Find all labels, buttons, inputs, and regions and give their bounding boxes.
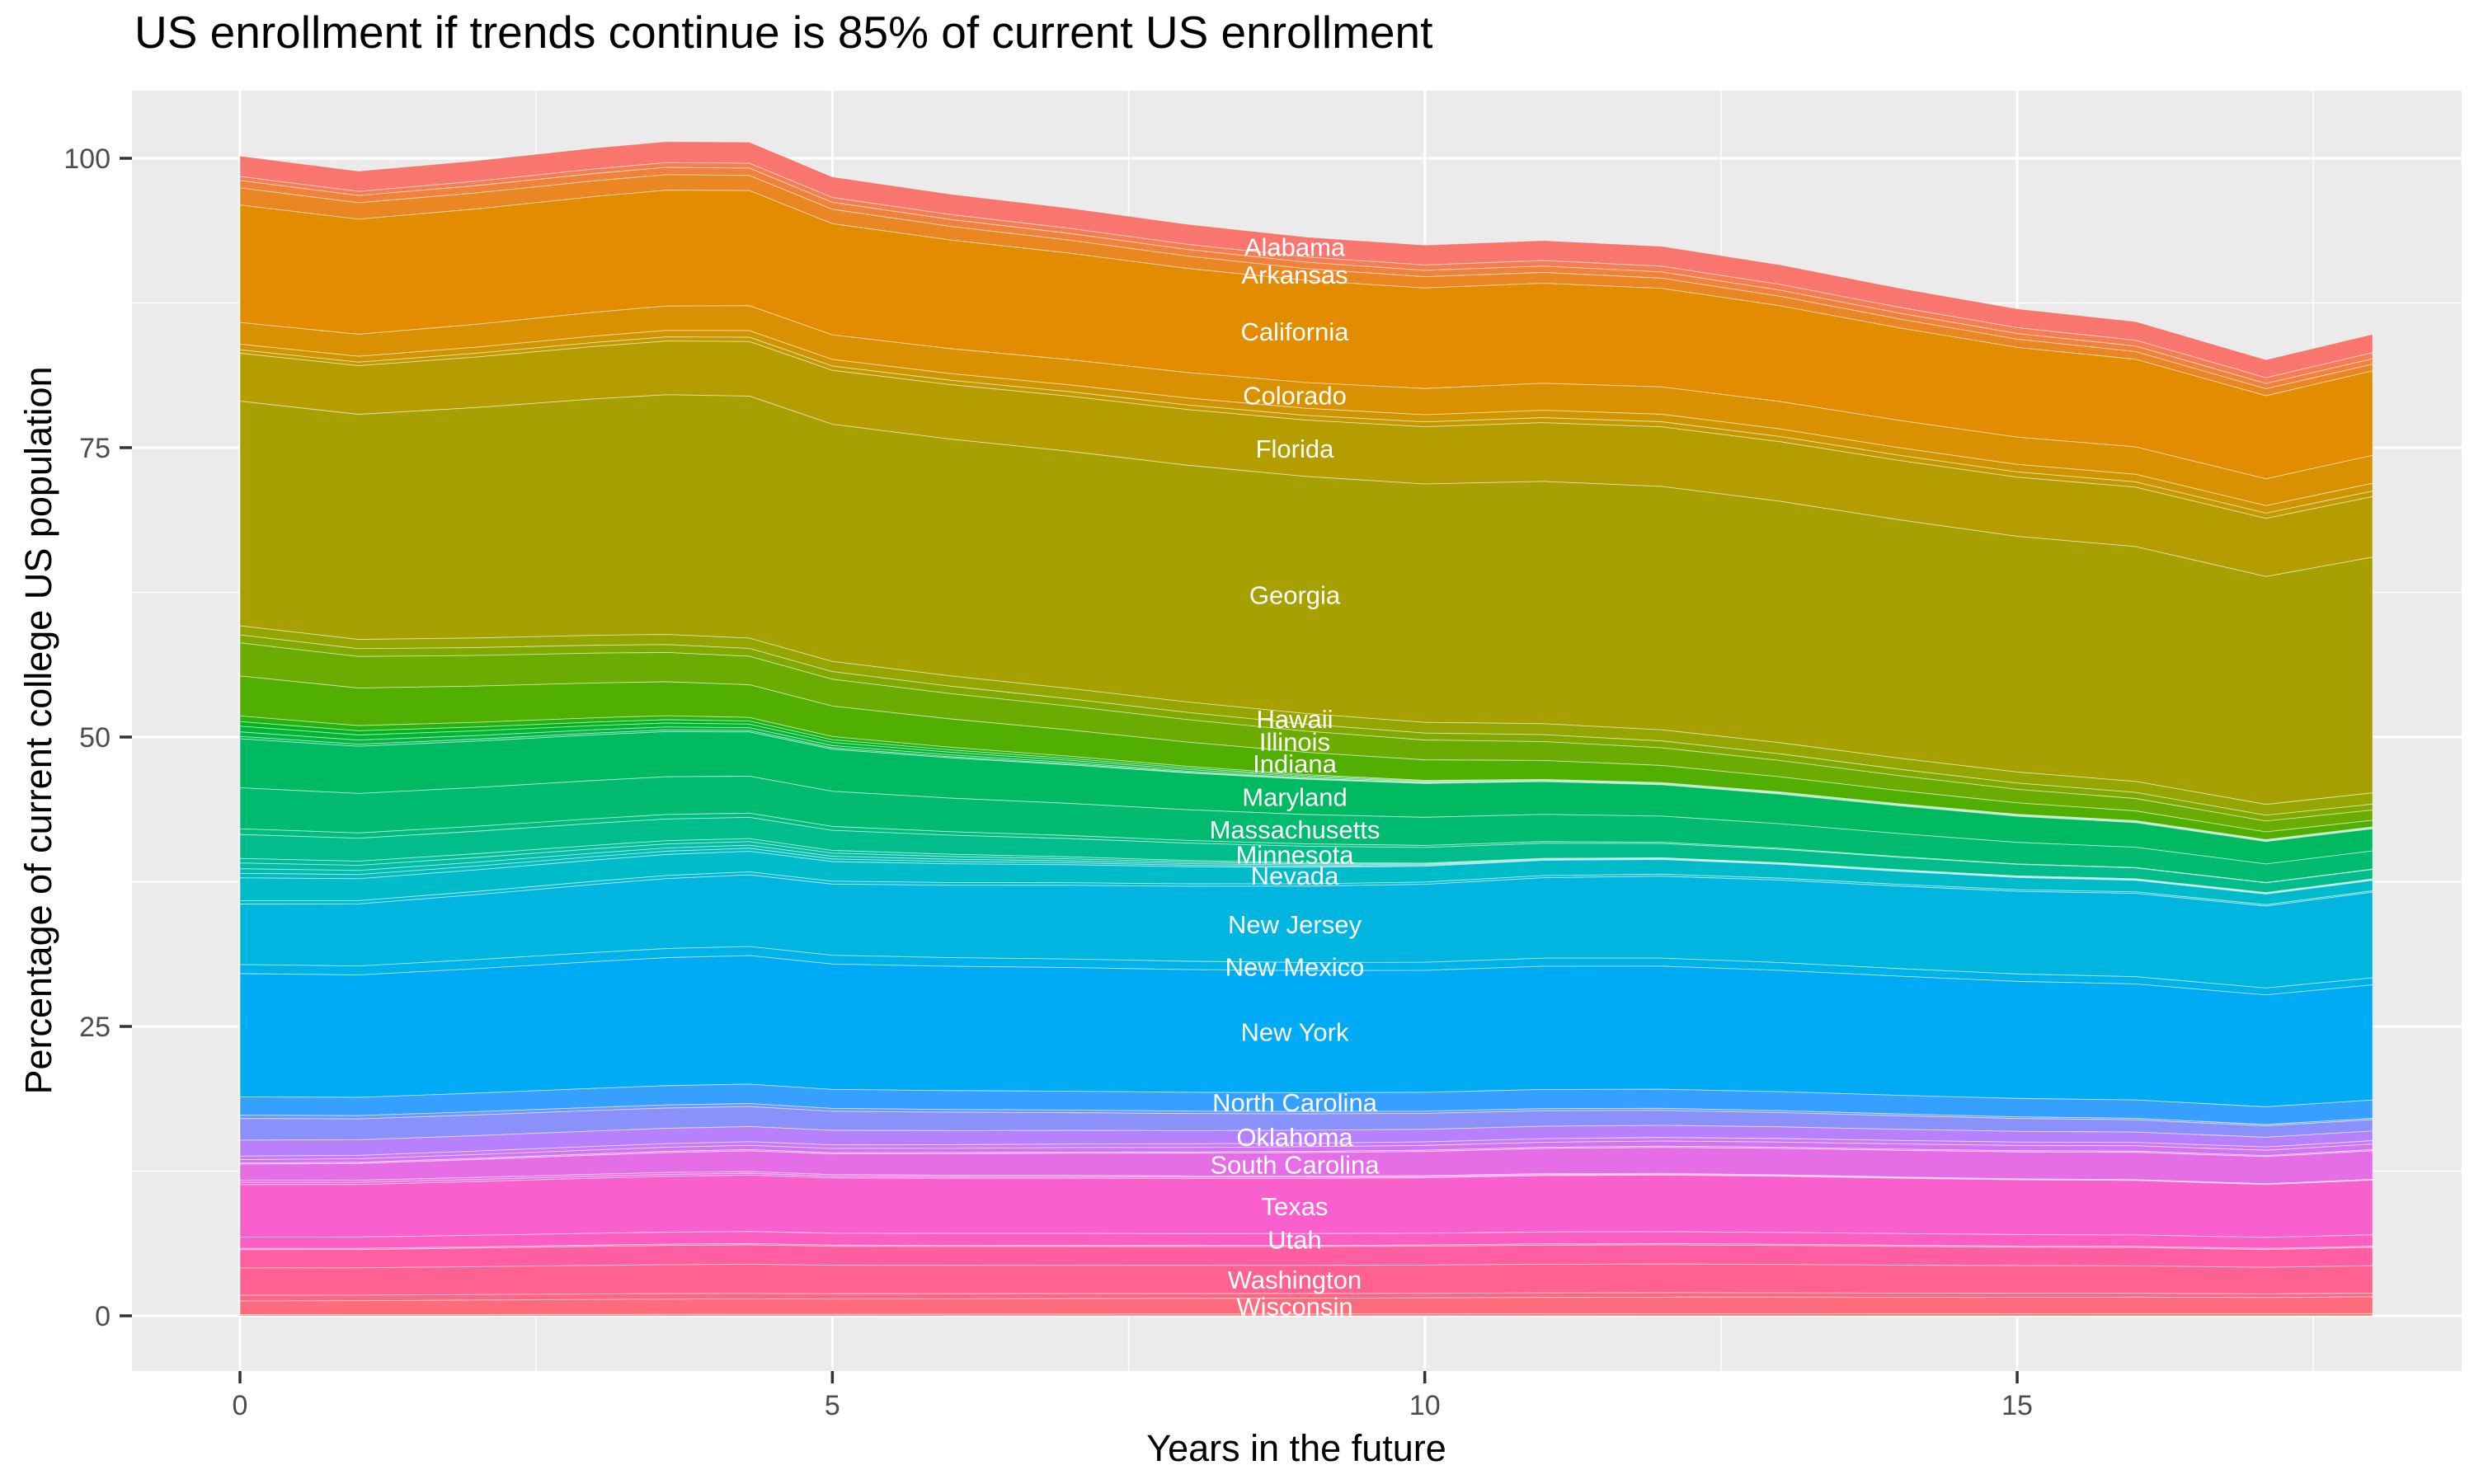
y-tick-label: 50 [79,722,111,754]
band-label-arkansas: Arkansas [1241,261,1348,289]
x-tick-label: 0 [233,1390,248,1421]
y-tick-label: 25 [79,1012,111,1043]
chart-title: US enrollment if trends continue is 85% … [134,7,1432,58]
band-label-washington: Washington [1228,1266,1362,1294]
x-tick-label: 5 [825,1390,840,1421]
band-label-wisconsin: Wisconsin [1236,1292,1352,1321]
band-label-new-york: New York [1241,1017,1349,1046]
y-axis-title: Percentage of current college US populat… [17,366,59,1094]
band-label-indiana: Indiana [1253,749,1337,778]
band-label-alabama: Alabama [1244,233,1346,262]
y-tick-label: 0 [95,1301,111,1332]
band-label-massachusetts: Massachusetts [1210,815,1380,844]
area-band-wyoming [239,1313,2373,1317]
band-label-texas: Texas [1262,1192,1329,1221]
y-tick-label: 100 [63,143,111,175]
band-label-south-carolina: South Carolina [1210,1150,1380,1179]
band-label-illinois: Illinois [1259,728,1330,757]
band-label-florida: Florida [1256,434,1335,463]
y-tick-label: 75 [79,433,111,464]
x-tick-label: 10 [1409,1390,1441,1421]
x-tick-label: 15 [2001,1390,2033,1421]
band-label-new-jersey: New Jersey [1228,910,1362,939]
band-label-georgia: Georgia [1249,581,1341,610]
band-label-utah: Utah [1268,1225,1321,1254]
band-label-california: California [1241,317,1350,346]
band-label-north-carolina: North Carolina [1212,1088,1378,1117]
band-label-maryland: Maryland [1242,783,1348,812]
band-label-hawaii: Hawaii [1256,705,1333,734]
band-label-minnesota: Minnesota [1235,840,1354,869]
band-label-nevada: Nevada [1251,862,1340,890]
band-label-colorado: Colorado [1243,382,1347,411]
band-label-new-mexico: New Mexico [1225,952,1365,981]
x-axis-title: Years in the future [1146,1427,1446,1469]
band-label-oklahoma: Oklahoma [1236,1123,1353,1152]
